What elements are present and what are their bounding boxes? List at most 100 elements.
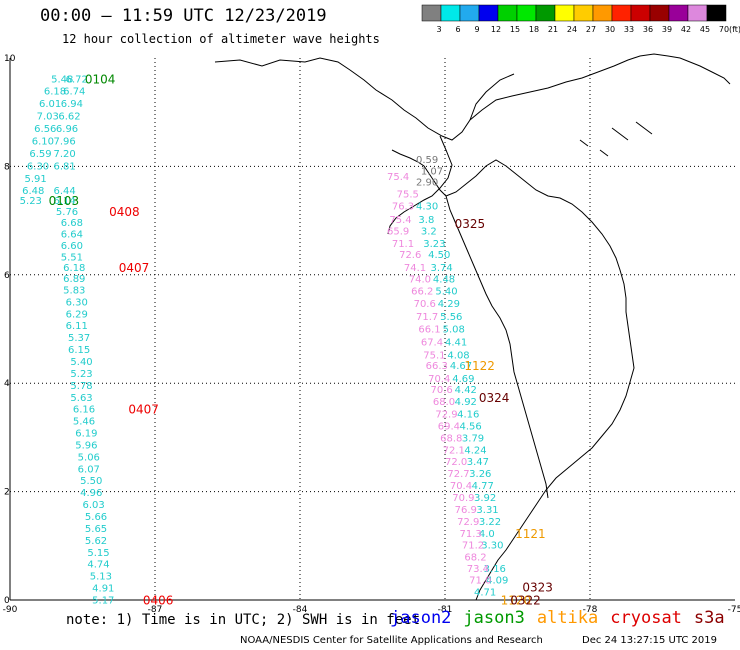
- x-tick-label: -81: [438, 605, 453, 615]
- colorbar-tick-label: 27: [586, 25, 596, 34]
- colorbar-swatch: [687, 4, 708, 22]
- data-label-jason3: 6.64: [61, 230, 83, 241]
- data-label-jason3: 6.59: [29, 149, 51, 160]
- data-label-jason3: 4.69: [452, 374, 474, 385]
- data-label-jason3: 6.03: [83, 500, 105, 511]
- page-title: 00:00 – 11:59 UTC 12/23/2019: [40, 6, 327, 26]
- colorbar-tick-label: 12: [491, 25, 501, 34]
- data-label-s3a: 70.9: [452, 493, 474, 504]
- data-label-jason3: 5.62: [85, 536, 107, 547]
- colorbar-swatch: [554, 4, 575, 22]
- colorbar-swatch: [706, 4, 727, 22]
- data-label-s3a: 71.0: [469, 575, 491, 586]
- data-label-jason2: 0.59: [416, 155, 438, 166]
- colorbar-swatch: [668, 4, 689, 22]
- data-label-s3a: 71.7: [416, 312, 438, 323]
- data-label-jason3: 6.18: [44, 87, 66, 98]
- data-label-s3a: 67.4: [421, 337, 443, 348]
- data-label-jason3: 4.16: [457, 410, 479, 421]
- generated-timestamp: Dec 24 13:27:15 UTC 2019: [582, 635, 717, 646]
- legend-s3a: s3a: [693, 608, 725, 628]
- colorbar-swatch: [592, 4, 613, 22]
- page-subtitle: 12 hour collection of altimeter wave hei…: [62, 32, 380, 46]
- colorbar-tick-label: 24: [567, 25, 577, 34]
- colorbar-swatch: [516, 4, 537, 22]
- x-tick-label: -87: [148, 605, 163, 615]
- data-label-jason3: 5.23: [70, 369, 92, 380]
- data-label-jason3: 5.51: [61, 252, 83, 263]
- data-label-jason3: 6.07: [78, 464, 100, 475]
- data-label-s3a: 66.1: [418, 324, 440, 335]
- data-label-s3a: 72.0: [445, 457, 467, 468]
- pass-time-label: 1120: [501, 593, 532, 607]
- data-label-s3a: 68.8: [440, 433, 462, 444]
- data-label-jason3: 6.14: [54, 196, 76, 207]
- data-label-jason3: 6.68: [61, 218, 83, 229]
- data-label-jason3: 7.96: [54, 136, 76, 147]
- data-label-s3a: 76.3: [392, 201, 414, 212]
- data-label-jason3: 3.8: [418, 215, 434, 226]
- x-tick-label: -78: [583, 605, 598, 615]
- colorbar-swatch: [421, 4, 442, 22]
- data-label-jason3: 4.67: [450, 361, 472, 372]
- colorbar-tick-label: 15: [510, 25, 520, 34]
- data-label-jason3: 4.48: [433, 275, 455, 286]
- data-label-jason3: 4.91: [92, 584, 114, 595]
- data-label-s3a: 65.9: [387, 226, 409, 237]
- data-label-jason3: 3.31: [476, 505, 498, 516]
- data-label-s3a: 75.4: [387, 172, 409, 183]
- colorbar-swatch: [649, 4, 670, 22]
- data-label-jason3: 6.10: [32, 136, 54, 147]
- data-label-s3a: 66.3: [426, 361, 448, 372]
- data-label-jason3: 3.92: [474, 493, 496, 504]
- data-label-jason3: 3.16: [484, 564, 506, 575]
- colorbar-tick-label: 6: [455, 25, 460, 34]
- colorbar-tick-label: 18: [529, 25, 539, 34]
- data-label-jason3: 5.23: [20, 196, 42, 207]
- data-label-s3a: 68.2: [464, 553, 486, 564]
- data-label-jason3: 3.23: [423, 239, 445, 250]
- data-label-jason3: 5.37: [68, 333, 90, 344]
- data-label-s3a: 70.6: [431, 385, 453, 396]
- grid: [10, 58, 735, 600]
- data-label-jason3: 3.22: [479, 517, 501, 528]
- x-tick-label: -84: [293, 605, 308, 615]
- data-label-jason3: 6.94: [61, 99, 83, 110]
- data-label-jason3: 6.18: [63, 263, 85, 274]
- data-label-jason3: 5.78: [70, 381, 92, 392]
- colorbar-tick-label: 33: [624, 25, 634, 34]
- data-label-jason3: 5.06: [78, 452, 100, 463]
- pass-time-label: 0407: [119, 261, 150, 275]
- data-label-s3a: 70.4: [450, 481, 472, 492]
- colorbar-tick-label: 45: [700, 25, 710, 34]
- data-label-jason3: 5.08: [443, 324, 465, 335]
- data-label-jason3: 4.09: [486, 575, 508, 586]
- y-tick-label: 6: [4, 271, 10, 281]
- data-label-jason3: 6.56: [34, 124, 56, 135]
- colorbar-swatch: [535, 4, 556, 22]
- pass-time-label: 0408: [109, 205, 140, 219]
- data-label-jason3: 5.91: [25, 174, 47, 185]
- data-label-jason3: 4.30: [416, 201, 438, 212]
- data-label-jason3: 6.19: [75, 429, 97, 440]
- data-label-jason2: 1.07: [421, 167, 443, 178]
- axes: -90 -87 -84 -81 -78 -75 0 2 4 6 8 10: [3, 54, 740, 615]
- colorbar-tick-label: 39: [662, 25, 672, 34]
- data-label-jason3: 4.92: [455, 397, 477, 408]
- footer-note: note: 1) Time is in UTC; 2) SWH is in fe…: [66, 612, 421, 628]
- data-label-jason3: 3.79: [462, 433, 484, 444]
- data-label-jason3: 5.63: [70, 393, 92, 404]
- data-label-s3a: 71.3: [460, 529, 482, 540]
- data-label-jason3: 6.30: [27, 161, 49, 172]
- data-label-jason3: 5.76: [56, 207, 78, 218]
- pass-time-label: 1122: [464, 359, 495, 373]
- data-points: 5.486.726.186.746.01 6.947.03 6.626.56 6.96…: [20, 73, 553, 608]
- data-label-s3a: 75.5: [397, 190, 419, 201]
- y-tick-label: 8: [4, 162, 10, 172]
- data-label-jason3: 5.13: [90, 572, 112, 583]
- data-label-jason3: 5.65: [85, 524, 107, 535]
- data-label-jason3: 6.74: [63, 87, 85, 98]
- data-label-jason3: 4.71: [474, 587, 496, 598]
- colorbar-tick-label: 9: [474, 25, 479, 34]
